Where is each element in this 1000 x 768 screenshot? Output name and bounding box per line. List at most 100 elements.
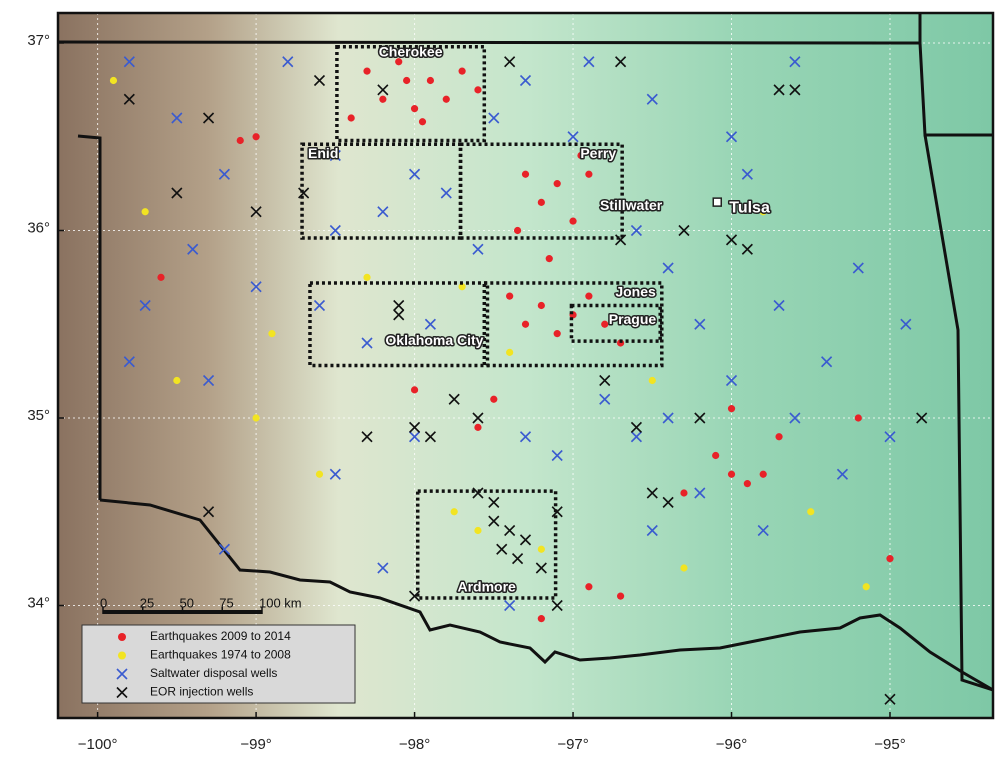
earthquake	[347, 114, 355, 122]
earthquake	[577, 151, 585, 160]
legend-label: Saltwater disposal wells	[150, 666, 277, 680]
well	[916, 412, 928, 424]
earthquake	[513, 226, 522, 235]
y-tick-label: 37°	[27, 32, 50, 49]
well	[313, 74, 326, 87]
well	[773, 84, 785, 96]
earthquake	[403, 76, 411, 85]
y-tick-label: 36°	[27, 219, 50, 236]
well	[187, 243, 199, 255]
earthquake	[862, 583, 870, 591]
well	[789, 412, 801, 424]
well	[250, 206, 262, 218]
well	[123, 356, 135, 368]
well	[218, 543, 230, 555]
earthquake	[450, 508, 458, 516]
earthquake	[410, 105, 419, 113]
region-label: Jones	[615, 284, 656, 300]
well	[409, 168, 421, 180]
earthquake	[521, 320, 530, 328]
legend-marker	[116, 686, 128, 699]
x-tick-label: −99°	[240, 736, 271, 753]
earthquake	[418, 118, 427, 126]
legend-marker	[118, 633, 126, 641]
earthquake	[315, 470, 324, 478]
well	[678, 224, 690, 237]
well	[630, 431, 642, 443]
region-label: Oklahoma City	[385, 332, 483, 348]
well	[836, 468, 849, 480]
earthquake	[490, 395, 498, 403]
well	[488, 496, 500, 508]
earthquake	[585, 583, 593, 591]
well	[551, 599, 563, 612]
well	[551, 449, 563, 462]
well	[250, 281, 262, 293]
earthquake	[553, 180, 561, 188]
well	[519, 534, 532, 546]
well	[329, 149, 341, 162]
earthquake	[545, 255, 553, 263]
red-river	[99, 498, 993, 692]
well	[139, 299, 151, 312]
earthquake	[379, 95, 387, 103]
well	[171, 187, 183, 199]
well	[512, 553, 524, 565]
earthquake	[363, 67, 371, 75]
well	[884, 431, 896, 443]
earthquake	[236, 136, 244, 145]
earthquake	[727, 405, 736, 413]
region-box	[569, 303, 662, 343]
well	[424, 318, 436, 330]
well	[741, 168, 753, 180]
well	[646, 93, 658, 105]
earthquake	[395, 58, 403, 66]
well	[757, 524, 769, 537]
well	[662, 496, 674, 508]
legend-marker	[116, 668, 128, 680]
well	[725, 374, 738, 387]
well	[646, 487, 658, 499]
well	[630, 224, 642, 237]
earthquake	[585, 170, 593, 178]
well	[646, 524, 658, 537]
axes: −100° −99° −98° −97° −96° −95° 34° 35° 36° 37°	[27, 32, 905, 753]
well	[504, 599, 516, 612]
well	[773, 299, 785, 312]
well	[488, 515, 500, 527]
earthquake	[252, 414, 260, 422]
earthquake	[886, 555, 894, 563]
legend-label: Earthquakes 2009 to 2014	[150, 629, 291, 643]
well	[202, 374, 215, 387]
region-box	[415, 489, 558, 600]
earthquake	[474, 526, 482, 535]
scale-label: 100 km	[259, 595, 302, 610]
well	[329, 224, 341, 237]
earthquake	[680, 489, 688, 497]
well	[900, 318, 912, 330]
well	[535, 562, 547, 574]
earthquake	[458, 283, 466, 291]
legend-marker	[118, 651, 126, 660]
well	[123, 93, 135, 105]
well	[519, 74, 532, 87]
well	[662, 262, 674, 274]
earthquake	[410, 386, 419, 394]
well	[583, 56, 595, 68]
well	[448, 393, 460, 405]
x-tick-label: −98°	[399, 736, 430, 753]
well	[662, 412, 674, 424]
data-layer: Cherokee Enid Perry Jones Prague Oklahoma Cit…	[109, 42, 928, 705]
region-box	[482, 281, 664, 368]
well	[488, 112, 500, 124]
region-box	[308, 281, 490, 368]
well	[504, 524, 516, 537]
well	[725, 131, 738, 143]
region-box	[335, 45, 487, 143]
region-label: Ardmore	[457, 579, 516, 595]
earthquake	[109, 76, 118, 85]
scale-label: 25	[140, 595, 154, 610]
earthquake	[506, 348, 514, 356]
well	[171, 112, 183, 124]
well	[694, 318, 706, 330]
